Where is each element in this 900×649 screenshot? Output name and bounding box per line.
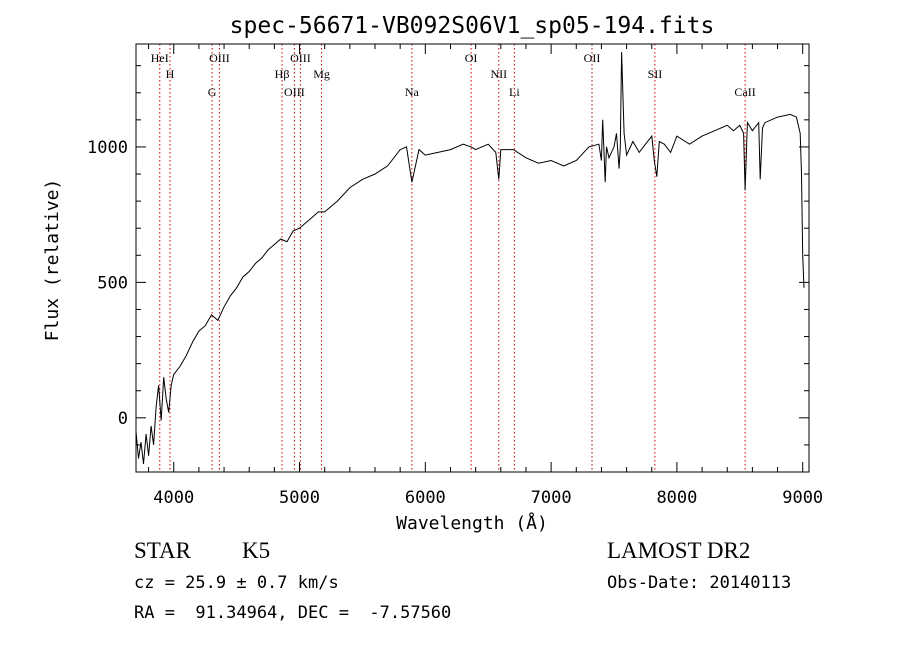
x-tick-label: 7000 [531,488,572,508]
x-axis-label: Wavelength (Å) [396,512,548,534]
x-tick-label: 6000 [405,488,446,508]
x-tick-label: 9000 [782,488,823,508]
redshift-velocity: cz = 25.9 ± 0.7 km/s [134,573,339,593]
object-subclass: K5 [242,538,271,563]
plot-frame [135,43,810,473]
spectral-line-label: G [208,85,217,99]
spectral-line-label: Hβ [275,67,290,81]
spectral-line-label: OII [584,51,601,65]
spectral-line-label: Mg [313,67,330,81]
spectral-line-label: NII [490,67,507,81]
x-tick-label: 5000 [279,488,320,508]
spectral-line-label: Li [509,85,520,99]
spectral-line-label: OIII [284,85,305,99]
spectral-line-label: CaII [734,85,755,99]
object-class: STAR [134,538,191,563]
y-tick-label: 500 [97,273,128,293]
spectral-line-label: OIII [290,51,311,65]
observation-date: Obs-Date: 20140113 [607,573,792,593]
spectral-line-label: OI [465,51,478,65]
x-tick-label: 4000 [153,488,194,508]
coordinates: RA = 91.34964, DEC = -7.57560 [134,603,452,623]
y-tick-label: 0 [118,409,128,429]
x-tick-label: 8000 [656,488,697,508]
y-tick-label: 1000 [87,138,128,158]
spectral-line-label: Na [405,85,420,99]
survey-name: LAMOST DR2 [607,538,751,563]
spectral-line-label: H [166,67,175,81]
y-axis-label: Flux (relative) [42,179,63,342]
spectrum-line [135,52,805,464]
spectral-line-label: HeI [151,51,169,65]
chart-title: spec-56671-VB092S06V1_sp05-194.fits [230,13,715,39]
spectral-line-label: SII [648,67,663,81]
spectral-line-label: OIII [209,51,230,65]
axis-ticks: 4000 5000 6000 7000 8000 9000 0 500 1000 [87,44,823,508]
